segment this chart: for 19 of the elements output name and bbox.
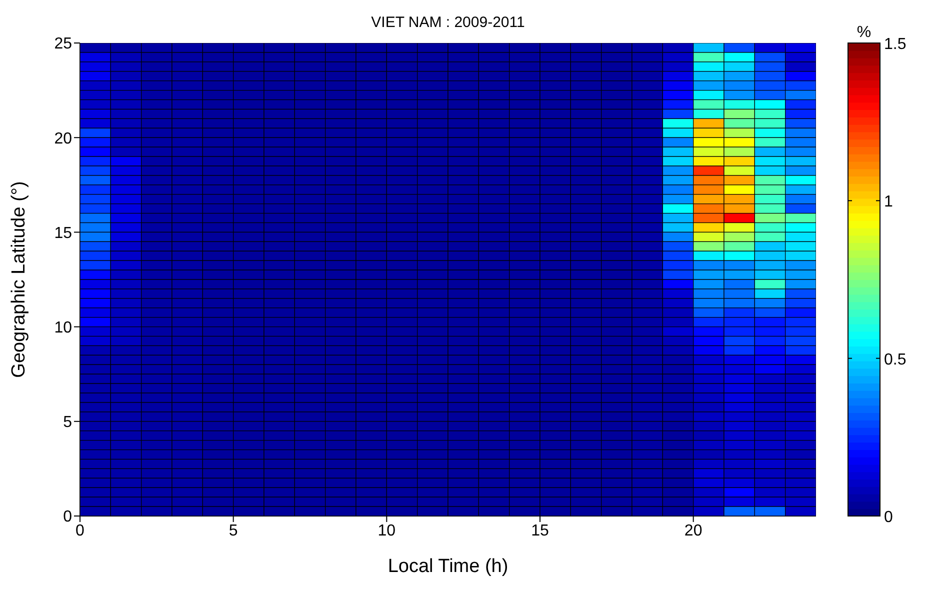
y-tick-label: 25 [54, 36, 72, 53]
y-tick-label: 20 [54, 130, 72, 148]
y-tick-label: 10 [54, 319, 72, 336]
y-tick-label: 0 [63, 508, 72, 526]
chart-title: VIET NAM : 2009-2011 [370, 14, 526, 31]
color-bar-label: 1.5 [884, 36, 906, 53]
color-bar-title: % [856, 24, 872, 41]
x-axis-title: Local Time (h) [388, 556, 508, 577]
x-tick-label: 15 [531, 522, 549, 540]
x-tick-label: 0 [76, 522, 85, 540]
color-bar-label: 0.5 [884, 351, 906, 368]
color-bar-label: 0 [884, 509, 893, 526]
y-tick-label: 5 [63, 414, 72, 432]
y-axis-title: Geographic Latitude (°) [8, 181, 30, 378]
y-tick-label: 15 [54, 224, 72, 242]
x-tick-label: 5 [228, 522, 238, 540]
x-tick-label: 20 [684, 522, 702, 540]
color-bar-label: 1 [884, 194, 893, 211]
x-tick-label: 10 [378, 522, 396, 540]
